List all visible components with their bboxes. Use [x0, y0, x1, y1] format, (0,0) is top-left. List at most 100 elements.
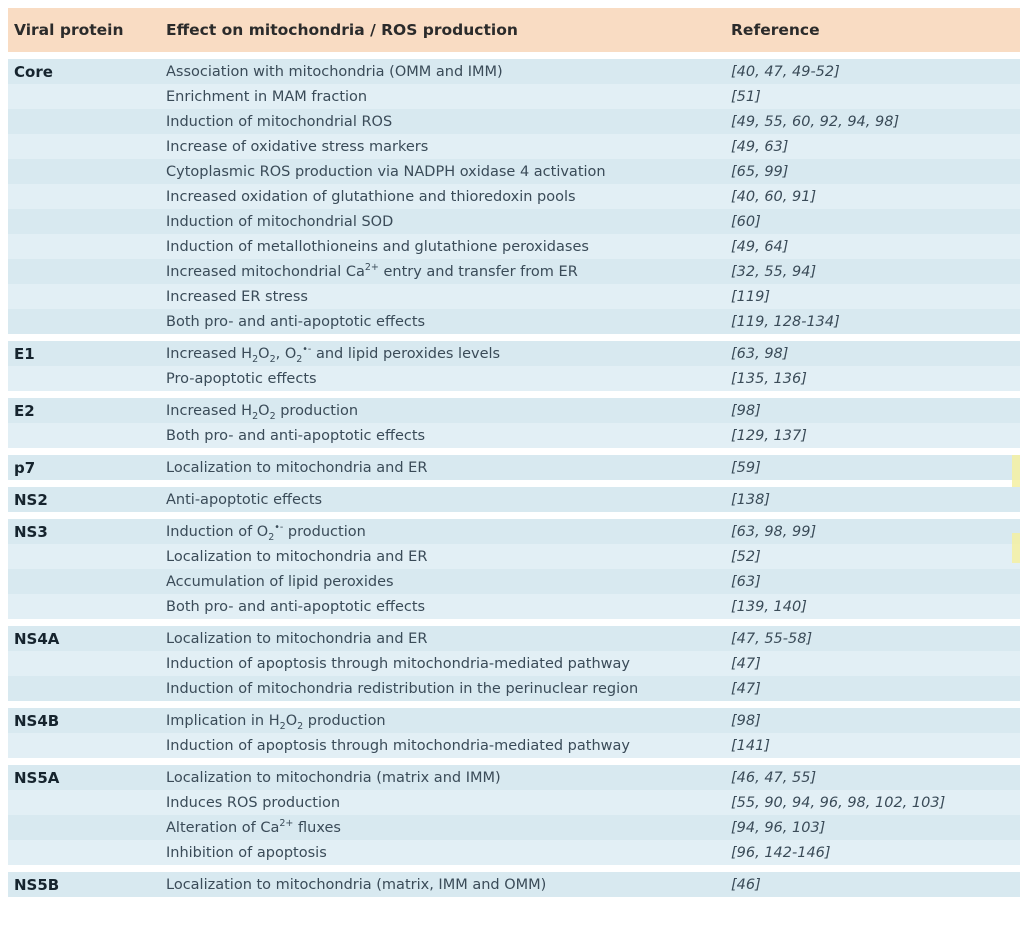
table-row: Induction of metallothioneins and glutat…	[8, 234, 1020, 259]
table-row: Induction of mitochondria redistribution…	[8, 676, 1020, 701]
effect-cell: Induction of mitochondrial SOD	[166, 213, 394, 230]
effect-cell: Localization to mitochondria (matrix and…	[166, 769, 501, 786]
table-header-row: Viral protein Effect on mitochondria / R…	[8, 8, 1020, 52]
reference-cell: [138]	[731, 491, 770, 508]
table-row: Increased mitochondrial Ca2+ entry and t…	[8, 259, 1020, 284]
reference-cell: [49, 64]	[731, 238, 789, 255]
table-row: Accumulation of lipid peroxides [63]	[8, 569, 1020, 594]
reference-cell: [135, 136]	[731, 370, 807, 387]
effect-cell: Both pro- and anti-apoptotic effects	[166, 427, 426, 444]
reference-cell: [63, 98]	[731, 345, 789, 362]
effect-cell: Induction of mitochondria redistribution…	[166, 680, 639, 697]
reference-cell: [63]	[731, 573, 761, 590]
yellow-highlight-artifact	[1012, 455, 1020, 487]
protein-section-p7: p7 Localization to mitochondria and ER [59…	[8, 455, 1020, 480]
effect-cell: Accumulation of lipid peroxides	[166, 573, 394, 590]
reference-cell: [32, 55, 94]	[731, 263, 817, 280]
table-row: Increased oxidation of glutathione and t…	[8, 184, 1020, 209]
viral-protein-table: Viral protein Effect on mitochondria / R…	[8, 8, 1020, 897]
effect-cell: Cytoplasmic ROS production via NADPH oxi…	[166, 163, 606, 180]
reference-cell: [47, 55-58]	[731, 630, 813, 647]
effect-cell: Localization to mitochondria and ER	[166, 459, 428, 476]
table-row: Inhibition of apoptosis [96, 142-146]	[8, 840, 1020, 865]
reference-cell: [65, 99]	[731, 163, 789, 180]
table-row: NS2 Anti-apoptotic effects [138]	[8, 487, 1020, 512]
effect-cell: Enrichment in MAM fraction	[166, 88, 368, 105]
protein-section-ns5a: NS5A Localization to mitochondria (matrix…	[8, 765, 1020, 865]
reference-cell: [40, 60, 91]	[731, 188, 817, 205]
protein-section-ns4a: NS4A Localization to mitochondria and ER […	[8, 626, 1020, 701]
viral-protein-name: NS5B	[14, 875, 60, 894]
reference-cell: [129, 137]	[731, 427, 807, 444]
table-row: Increased ER stress [119]	[8, 284, 1020, 309]
table-row: Both pro- and anti-apoptotic effects [119…	[8, 309, 1020, 334]
table-row: Enrichment in MAM fraction [51]	[8, 84, 1020, 109]
table-row: Core Association with mitochondria (OMM a…	[8, 59, 1020, 84]
table-row: Both pro- and anti-apoptotic effects [139…	[8, 594, 1020, 619]
yellow-highlight-artifact	[1012, 533, 1020, 563]
effect-cell: Induction of apoptosis through mitochond…	[166, 655, 630, 672]
effect-cell: Alteration of Ca2+ fluxes	[166, 817, 341, 836]
table-row: NS3 Induction of O2•- production [63, 98, …	[8, 519, 1020, 544]
table-row: Localization to mitochondria and ER [52]	[8, 544, 1020, 569]
effect-cell: Both pro- and anti-apoptotic effects	[166, 598, 426, 615]
column-header-effect: Effect on mitochondria / ROS production	[166, 21, 518, 39]
table-row: Induction of apoptosis through mitochond…	[8, 733, 1020, 758]
reference-cell: [40, 47, 49-52]	[731, 63, 840, 80]
effect-cell: Localization to mitochondria and ER	[166, 548, 428, 565]
protein-section-ns4b: NS4B Implication in H2O2 production [98] In…	[8, 708, 1020, 758]
reference-cell: [139, 140]	[731, 598, 807, 615]
table-row: Increase of oxidative stress markers [49,…	[8, 134, 1020, 159]
viral-protein-name: NS4A	[14, 629, 60, 648]
effect-cell: Increased ER stress	[166, 288, 308, 305]
protein-section-ns3: NS3 Induction of O2•- production [63, 98, …	[8, 519, 1020, 619]
reference-cell: [119, 128-134]	[731, 313, 840, 330]
protein-section-e1: E1 Increased H2O2, O2•- and lipid peroxid…	[8, 341, 1020, 391]
viral-protein-name: E1	[14, 344, 35, 363]
effect-cell: Increased H2O2, O2•- and lipid peroxides…	[166, 343, 501, 365]
protein-section-ns2: NS2 Anti-apoptotic effects [138]	[8, 487, 1020, 512]
table-row: Alteration of Ca2+ fluxes [94, 96, 103]	[8, 815, 1020, 840]
effect-cell: Association with mitochondria (OMM and I…	[166, 63, 503, 80]
reference-cell: [47]	[731, 680, 761, 697]
effect-cell: Induces ROS production	[166, 794, 341, 811]
table-row: E2 Increased H2O2 production [98]	[8, 398, 1020, 423]
table-row: Induces ROS production [55, 90, 94, 96, 9…	[8, 790, 1020, 815]
table-row: E1 Increased H2O2, O2•- and lipid peroxid…	[8, 341, 1020, 366]
effect-cell: Localization to mitochondria (matrix, IM…	[166, 876, 547, 893]
effect-cell: Increased mitochondrial Ca2+ entry and t…	[166, 261, 578, 280]
table-row: NS4A Localization to mitochondria and ER […	[8, 626, 1020, 651]
effect-cell: Increased oxidation of glutathione and t…	[166, 188, 576, 205]
effect-cell: Inhibition of apoptosis	[166, 844, 327, 861]
reference-cell: [51]	[731, 88, 761, 105]
protein-section-ns5b: NS5B Localization to mitochondria (matrix…	[8, 872, 1020, 897]
column-header-viral-protein: Viral protein	[14, 21, 124, 39]
effect-cell: Both pro- and anti-apoptotic effects	[166, 313, 426, 330]
reference-cell: [141]	[731, 737, 770, 754]
table-row: Cytoplasmic ROS production via NADPH oxi…	[8, 159, 1020, 184]
reference-cell: [46]	[731, 876, 761, 893]
effect-cell: Increased H2O2 production	[166, 402, 359, 422]
table-row: NS5A Localization to mitochondria (matrix…	[8, 765, 1020, 790]
table-row: Pro-apoptotic effects [135, 136]	[8, 366, 1020, 391]
table-row: NS4B Implication in H2O2 production [98]	[8, 708, 1020, 733]
reference-cell: [55, 90, 94, 96, 98, 102, 103]	[731, 794, 946, 811]
reference-cell: [59]	[731, 459, 761, 476]
viral-protein-name: NS5A	[14, 768, 60, 787]
viral-protein-name: E2	[14, 401, 35, 420]
viral-protein-name: NS4B	[14, 711, 60, 730]
reference-cell: [119]	[731, 288, 770, 305]
viral-protein-name: Core	[14, 62, 53, 81]
effect-cell: Increase of oxidative stress markers	[166, 138, 429, 155]
effect-cell: Anti-apoptotic effects	[166, 491, 323, 508]
viral-protein-name: p7	[14, 458, 36, 477]
protein-section-e2: E2 Increased H2O2 production [98] Both pro-…	[8, 398, 1020, 448]
effect-cell: Induction of mitochondrial ROS	[166, 113, 393, 130]
reference-cell: [63, 98, 99]	[731, 523, 817, 540]
table-row: Induction of mitochondrial SOD [60]	[8, 209, 1020, 234]
table-row: Both pro- and anti-apoptotic effects [129…	[8, 423, 1020, 448]
protein-section-core: Core Association with mitochondria (OMM a…	[8, 59, 1020, 334]
reference-cell: [47]	[731, 655, 761, 672]
reference-cell: [49, 63]	[731, 138, 789, 155]
effect-cell: Induction of metallothioneins and glutat…	[166, 238, 589, 255]
